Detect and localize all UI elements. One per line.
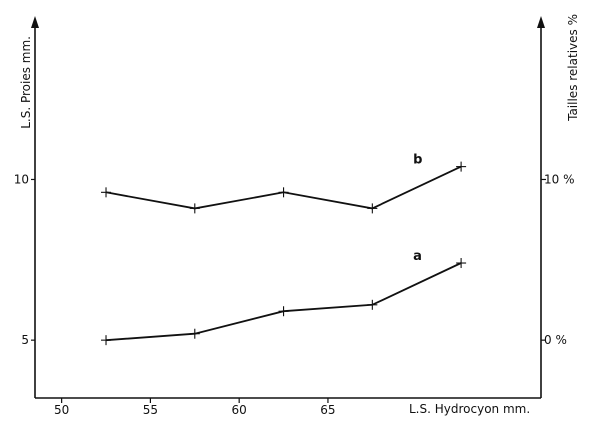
data-point-a xyxy=(101,335,112,346)
data-point-a xyxy=(367,299,378,310)
y-axis-label: L.S. Proies mm. xyxy=(19,36,33,129)
x-axis-label: L.S. Hydrocyon mm. xyxy=(409,402,530,416)
y-tick-label: 10 xyxy=(14,172,29,186)
left-y-axis-arrow-icon xyxy=(31,16,39,28)
data-point-b xyxy=(189,203,200,214)
series: ab xyxy=(101,153,467,346)
x-tick-label: 50 xyxy=(54,403,69,417)
y2-axis-label: Tailles relatives % xyxy=(566,14,580,122)
data-point-b xyxy=(278,187,289,198)
y-tick-label: 5 xyxy=(21,333,29,347)
ticks: 50 55 60 65 5 10 10 % 0 % xyxy=(14,172,575,417)
series-label-b: b xyxy=(413,153,422,168)
y2-tick-label: 10 % xyxy=(544,172,575,186)
series-line-a xyxy=(105,262,462,342)
data-point-b xyxy=(367,203,378,214)
series-label-a: a xyxy=(413,249,422,264)
x-tick-label: 60 xyxy=(232,403,247,417)
y2-tick-label: 0 % xyxy=(544,333,567,347)
data-point-b xyxy=(456,161,467,172)
data-point-b xyxy=(101,187,112,198)
data-point-a xyxy=(189,328,200,339)
x-tick-label: 55 xyxy=(143,403,158,417)
data-point-a xyxy=(278,306,289,317)
data-point-a xyxy=(456,258,467,269)
axes xyxy=(31,16,545,399)
x-tick-label: 65 xyxy=(320,403,335,417)
right-y-axis-arrow-icon xyxy=(537,16,545,28)
